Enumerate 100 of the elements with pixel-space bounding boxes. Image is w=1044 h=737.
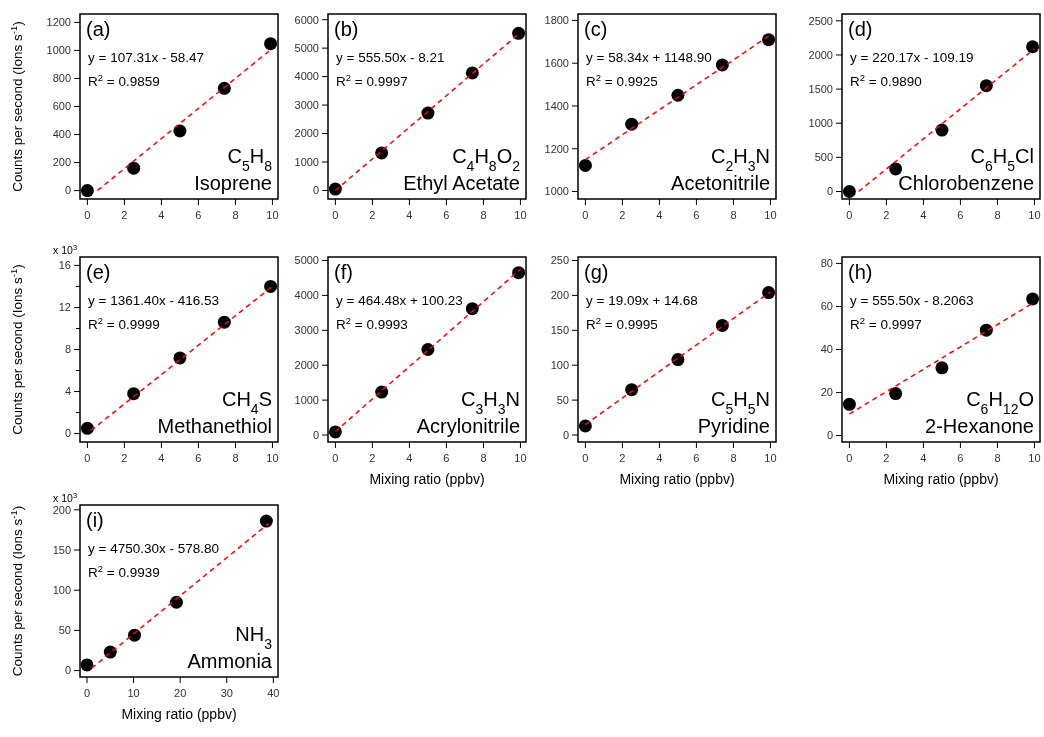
y-tick-label: 0 <box>562 428 569 441</box>
x-tick-label: 0 <box>582 452 589 464</box>
x-tick-label: 10 <box>764 209 777 221</box>
annotation: C$_{4}$H$_{8}$O$_{2}$ <box>452 145 521 174</box>
annotation: NH$_{3}$ <box>235 623 273 652</box>
x-tick-label: 20 <box>174 687 187 699</box>
annotation: (e) <box>86 261 111 283</box>
annotation: (f) <box>334 261 353 283</box>
y-tick-label: 50 <box>58 624 71 637</box>
annotation: Chlorobenzene <box>898 172 1034 194</box>
point <box>80 184 94 198</box>
x-tick-label: 8 <box>480 209 487 221</box>
annotation: 2-Hexanone <box>925 415 1034 437</box>
point <box>715 58 729 72</box>
point <box>328 182 342 196</box>
x-tick-label: 0 <box>846 452 853 464</box>
y-tick-label: 0 <box>64 184 71 197</box>
annotation: (i) <box>86 509 104 531</box>
text: x 10$^{3}$ <box>53 490 77 504</box>
y-tick-label: 1000 <box>294 393 319 406</box>
annotation: R$^{2}$ = 0.9997 <box>850 314 922 332</box>
x-tick-label: 0 <box>84 209 91 221</box>
x-axis-title: Mixing ratio (ppbv) <box>619 471 735 487</box>
y-tick-label: 2000 <box>808 48 833 61</box>
x-tick-label: 0 <box>332 452 339 464</box>
y-tick-label: 12 <box>58 301 71 314</box>
x-tick-label: 6 <box>195 452 202 464</box>
x-tick-label: 0 <box>846 209 853 221</box>
x-tick-label: 8 <box>994 209 1001 221</box>
point <box>259 514 273 528</box>
point <box>625 383 639 397</box>
point <box>578 158 592 172</box>
text: x 10$^{3}$ <box>53 242 77 256</box>
x-tick-label: 40 <box>267 687 280 699</box>
point <box>889 387 903 401</box>
point <box>173 124 187 138</box>
y-tick-label: 8 <box>64 343 71 356</box>
x-tick-label: 2 <box>121 452 128 464</box>
y-tick-label: 4000 <box>294 70 319 83</box>
point <box>264 279 278 293</box>
point <box>465 66 479 80</box>
y-tick-label: 1000 <box>544 185 569 198</box>
annotation: R$^{2}$ = 0.9939 <box>88 562 160 580</box>
x-tick-label: 6 <box>693 452 700 464</box>
annotation: y = 464.48x + 100.23 <box>336 293 463 308</box>
y-tick-label: 600 <box>52 100 71 113</box>
x-tick-label: 8 <box>480 452 487 464</box>
y-tick-label: 1000 <box>294 155 319 168</box>
point <box>512 266 526 280</box>
x-tick-label: 10 <box>266 452 279 464</box>
point <box>217 315 231 329</box>
x-tick-label: 2 <box>369 209 376 221</box>
annotation: C$_{5}$H$_{5}$N <box>711 388 770 417</box>
y-tick-label: 1000 <box>808 117 833 130</box>
x-tick-label: 6 <box>443 209 450 221</box>
x-tick-label: 10 <box>514 209 527 221</box>
annotation: R$^{2}$ = 0.9997 <box>336 71 408 89</box>
point <box>80 421 94 435</box>
point <box>842 184 856 198</box>
point <box>264 37 278 51</box>
y-tick-label: 200 <box>52 156 71 169</box>
point <box>625 117 639 131</box>
point <box>762 33 776 47</box>
x-tick-label: 10 <box>1028 452 1041 464</box>
x-tick-label: 4 <box>656 209 663 221</box>
point <box>1026 292 1040 306</box>
y-tick-label: 4 <box>64 385 71 398</box>
annotation: y = 58.34x + 1148.90 <box>586 50 712 65</box>
x-axis-title: Mixing ratio (ppbv) <box>121 706 237 722</box>
x-tick-label: 8 <box>730 209 737 221</box>
x-tick-label: 2 <box>619 452 626 464</box>
y-tick-label: 100 <box>550 359 569 372</box>
point <box>217 81 231 95</box>
annotation: Ammonia <box>187 650 273 672</box>
y-tick-label: 20 <box>820 386 833 399</box>
y-tick-label: 60 <box>820 300 833 313</box>
x-tick-label: 8 <box>994 452 1001 464</box>
annotation: Isoprene <box>194 172 272 194</box>
point <box>889 162 903 176</box>
y-tick-label: 50 <box>556 393 569 406</box>
y-tick-label: 200 <box>550 289 569 302</box>
point <box>979 79 993 93</box>
y-tick-label: 0 <box>64 427 71 440</box>
x-tick-label: 2 <box>619 209 626 221</box>
y-tick-label: 1200 <box>544 142 569 155</box>
annotation: Ethyl Acetate <box>403 172 520 194</box>
x-tick-label: 8 <box>730 452 737 464</box>
annotation: Acrylonitrile <box>416 415 520 437</box>
annotation: y = 19.09x + 14.68 <box>586 293 698 308</box>
y-tick-label: 6000 <box>294 13 319 26</box>
y-tick-label: 40 <box>820 343 833 356</box>
y-tick-label: 2500 <box>808 14 833 27</box>
point <box>128 628 142 642</box>
annotation: Acetonitrile <box>671 172 770 194</box>
annotation: y = 220.17x - 109.19 <box>850 50 974 65</box>
y-tick-label: 0 <box>64 664 71 677</box>
x-tick-label: 8 <box>232 209 239 221</box>
y-tick-label: 500 <box>814 151 833 164</box>
x-tick-label: 6 <box>693 209 700 221</box>
annotation: R$^{2}$ = 0.9993 <box>336 314 408 332</box>
